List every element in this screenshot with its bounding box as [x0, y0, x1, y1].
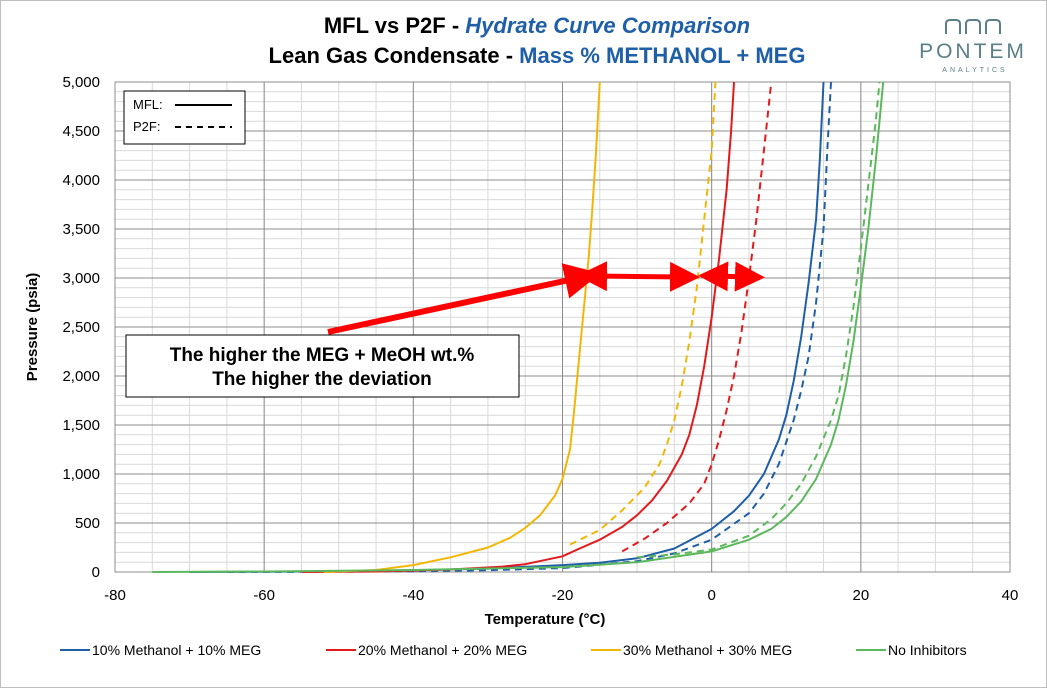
x-tick-label: 40 — [1002, 587, 1019, 604]
y-axis-label: Pressure (psia) — [24, 273, 41, 381]
annotation-box-frame — [125, 334, 520, 398]
y-tick-label: 4,500 — [62, 123, 100, 140]
y-tick-label: 4,000 — [62, 172, 100, 189]
series-legend: 10% Methanol + 10% MEG 20% Methanol + 20%… — [60, 642, 967, 658]
x-tick-label: 20 — [852, 587, 869, 604]
x-tick-label: -60 — [253, 587, 275, 604]
y-tick-label: 1,000 — [62, 466, 100, 483]
series-line-p2f-1 — [621, 81, 773, 553]
pontem-logo: PONTEM ANALYTICS — [919, 19, 1027, 74]
logo-mark-icon — [945, 19, 1001, 34]
line-style-legend-box — [123, 90, 246, 145]
y-tick-label: 1,500 — [62, 417, 100, 434]
legend-entry-1: 20% Methanol + 20% MEG — [358, 642, 527, 658]
title-line2-prefix: Lean Gas Condensate - — [269, 43, 520, 68]
logo-name: PONTEM — [919, 40, 1027, 63]
y-tick-label: 3,000 — [62, 270, 100, 287]
chart-title-line1: MFL vs P2F - Hydrate Curve Comparison — [324, 13, 750, 38]
legend-entry-3: No Inhibitors — [888, 642, 967, 658]
deviation-arrow-30pct — [577, 261, 700, 292]
chart-title-line2: Lean Gas Condensate - Mass % METHANOL + … — [269, 43, 806, 68]
y-tick-label: 3,500 — [62, 221, 100, 238]
series-line-mfl-3 — [152, 81, 885, 573]
annotation-arrows — [327, 261, 765, 335]
x-tick-label: -80 — [104, 587, 126, 604]
series-line-mfl-2 — [323, 81, 601, 573]
annotation-box: The higher the MEG + MeOH wt.% The highe… — [125, 334, 520, 398]
deviation-arrow-20pct — [698, 261, 765, 292]
legend-p2f-label: P2F: — [133, 119, 160, 134]
y-tick-label: 2,500 — [62, 319, 100, 336]
y-tick-label: 0 — [92, 564, 100, 581]
y-axis-ticks: 0 500 1,000 1,500 2,000 2,500 3,000 3,500 4,000 4… — [62, 74, 100, 581]
x-axis-label: Temperature (°C) — [485, 611, 606, 628]
pointer-arrow — [327, 263, 601, 335]
title-line2-emphasis: Mass % METHANOL + MEG — [519, 43, 805, 68]
x-tick-label: -20 — [552, 587, 574, 604]
title-line1-emphasis: Hydrate Curve Comparison — [465, 13, 750, 38]
legend-entry-0: 10% Methanol + 10% MEG — [92, 642, 261, 658]
x-tick-label: -40 — [402, 587, 424, 604]
y-tick-label: 500 — [75, 515, 100, 532]
annotation-line2: The higher the deviation — [212, 369, 432, 390]
y-tick-label: 5,000 — [62, 74, 100, 91]
series-line-p2f-0 — [226, 81, 832, 573]
x-tick-label: 0 — [707, 587, 715, 604]
y-tick-label: 2,000 — [62, 368, 100, 385]
legend-entry-2: 30% Methanol + 30% MEG — [623, 642, 792, 658]
legend-mfl-label: MFL: — [133, 97, 163, 112]
annotation-line1: The higher the MEG + MeOH wt.% — [170, 345, 475, 366]
series-line-p2f-2 — [569, 81, 717, 546]
title-line1-prefix: MFL vs P2F - — [324, 13, 465, 38]
x-axis-ticks: -80 -60 -40 -20 0 20 40 — [104, 587, 1018, 604]
logo-subtitle: ANALYTICS — [942, 67, 1007, 74]
line-style-legend: MFL: P2F: — [123, 90, 246, 145]
